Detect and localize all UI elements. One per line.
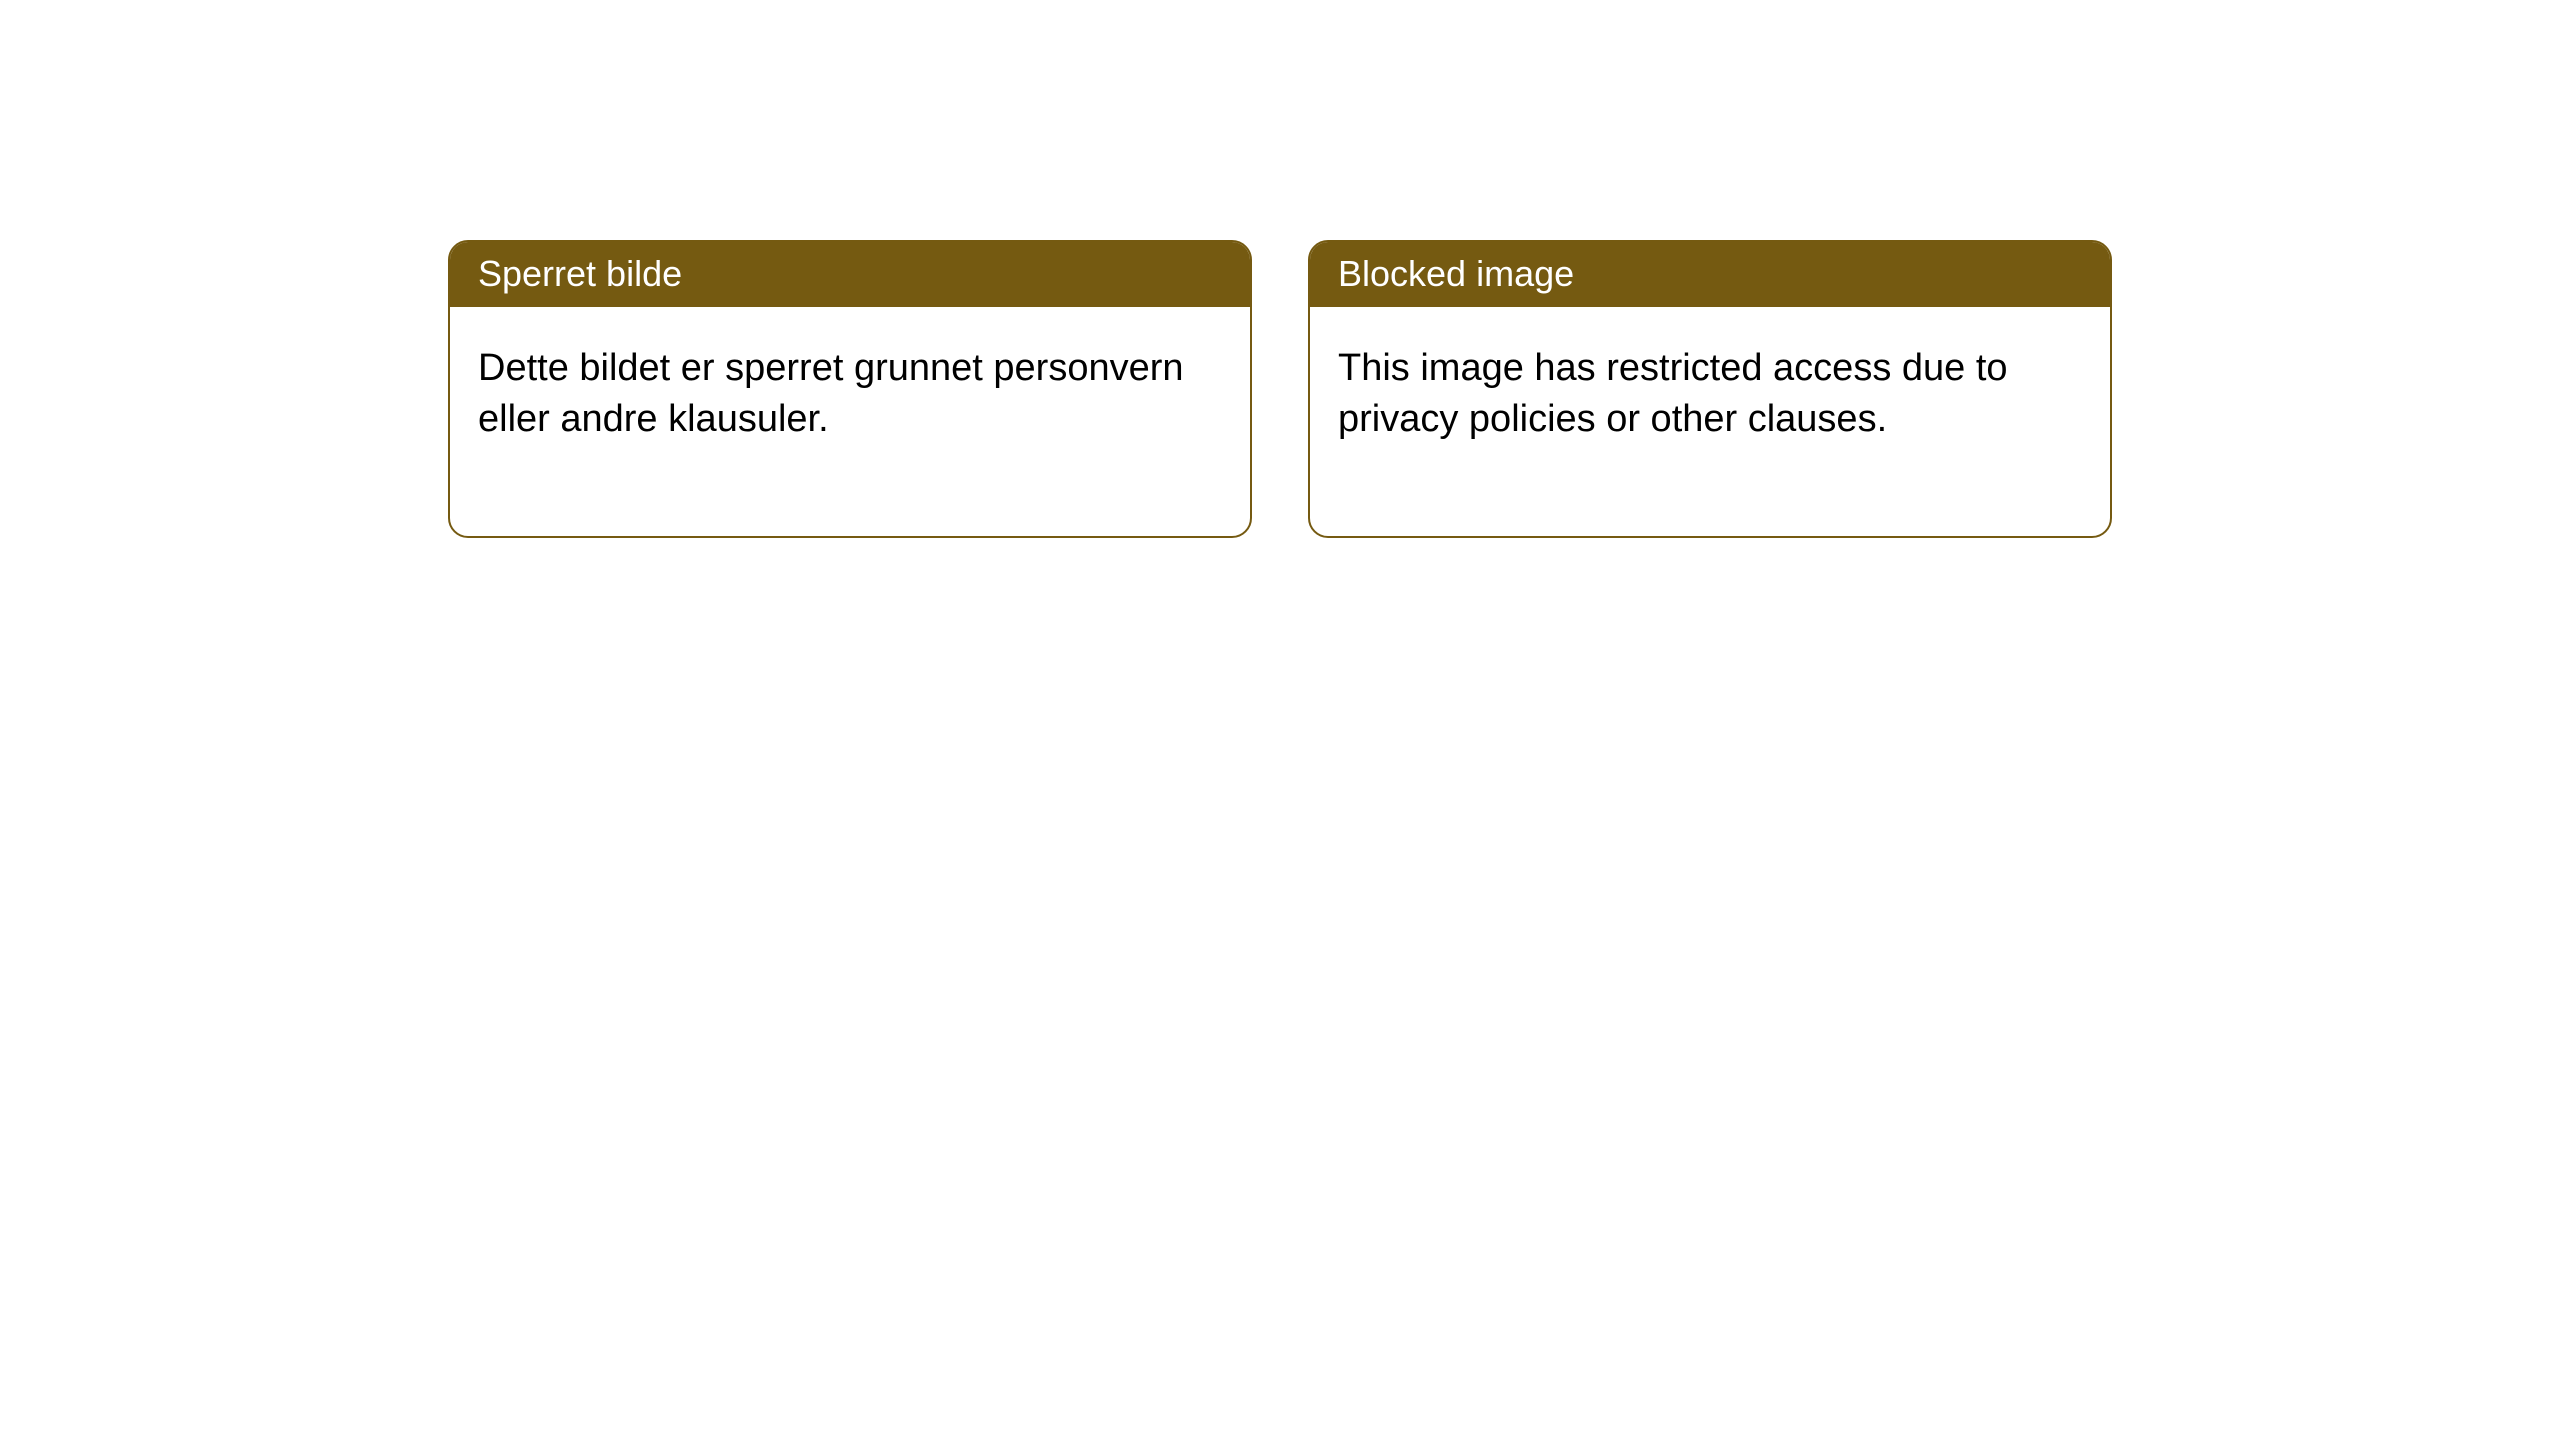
notice-container: Sperret bilde Dette bildet er sperret gr…	[0, 0, 2560, 538]
notice-card-english: Blocked image This image has restricted …	[1308, 240, 2112, 538]
notice-card-norwegian: Sperret bilde Dette bildet er sperret gr…	[448, 240, 1252, 538]
notice-body: This image has restricted access due to …	[1310, 307, 2110, 536]
notice-body: Dette bildet er sperret grunnet personve…	[450, 307, 1250, 536]
notice-header: Sperret bilde	[450, 242, 1250, 307]
notice-header: Blocked image	[1310, 242, 2110, 307]
